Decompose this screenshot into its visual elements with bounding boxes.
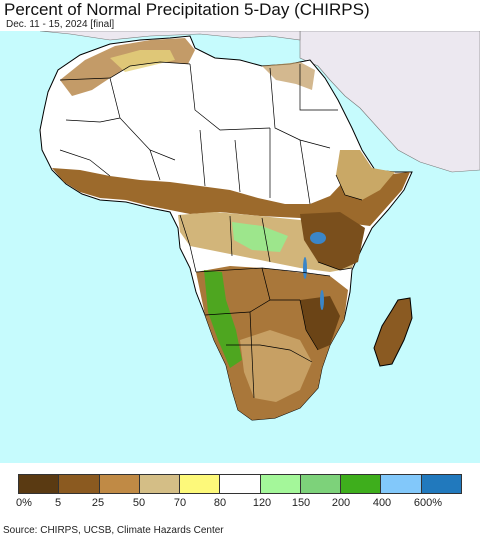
legend-swatch-7 xyxy=(300,475,342,493)
source-credit: Source: CHIRPS, UCSB, Climate Hazards Ce… xyxy=(3,525,224,536)
legend-swatch-5 xyxy=(220,475,261,493)
legend-swatch-9 xyxy=(381,475,422,493)
europe-landmass xyxy=(39,31,301,41)
legend-swatch-3 xyxy=(139,475,181,493)
lake-victoria xyxy=(310,232,326,244)
ethiopia-tan-zone xyxy=(336,150,395,200)
map-title: Percent of Normal Precipitation 5-Day (C… xyxy=(4,0,370,19)
legend-tick: 50 xyxy=(132,497,146,509)
legend-tick: 80 xyxy=(213,497,227,509)
legend-tick: 25 xyxy=(91,497,105,509)
precipitation-map xyxy=(0,31,480,463)
color-legend xyxy=(18,474,462,494)
south-tan-zone xyxy=(240,330,312,402)
legend-tick: 120 xyxy=(252,497,272,509)
legend-swatch-8 xyxy=(341,475,382,493)
central-green-patch xyxy=(232,222,288,252)
legend-tick: 5 xyxy=(54,497,62,509)
legend-tick: 600% xyxy=(413,497,443,509)
country-borders xyxy=(59,61,363,399)
madagascar xyxy=(373,297,413,367)
lake-tanganyika xyxy=(303,257,307,279)
legend-tick: 70 xyxy=(173,497,187,509)
north-yellow-zone xyxy=(110,50,175,72)
legend-tick: 400 xyxy=(372,497,392,509)
map-subtitle: Dec. 11 - 15, 2024 [final] xyxy=(6,19,115,30)
west-africa-dry-zone xyxy=(52,160,410,226)
arabia-landmass xyxy=(299,31,480,173)
legend-swatch-1 xyxy=(59,475,100,493)
legend-swatch-0 xyxy=(19,475,60,493)
africa-map-svg xyxy=(39,31,480,421)
legend-swatch-6 xyxy=(260,475,301,493)
legend-tick: 200 xyxy=(331,497,351,509)
egypt-dry-zone xyxy=(262,62,315,90)
legend-tick: 150 xyxy=(291,497,311,509)
legend-swatch-10 xyxy=(421,475,461,493)
legend-swatch-4 xyxy=(180,475,221,493)
angola-green-zone xyxy=(204,270,242,368)
east-africa-dark-zone xyxy=(300,212,365,270)
lake-malawi xyxy=(320,290,324,310)
legend-ticks: 0% 5 25 50 70 80 120 150 200 400 600% xyxy=(0,497,480,511)
legend-tick: 0% xyxy=(16,497,32,509)
legend-swatch-2 xyxy=(99,475,140,493)
